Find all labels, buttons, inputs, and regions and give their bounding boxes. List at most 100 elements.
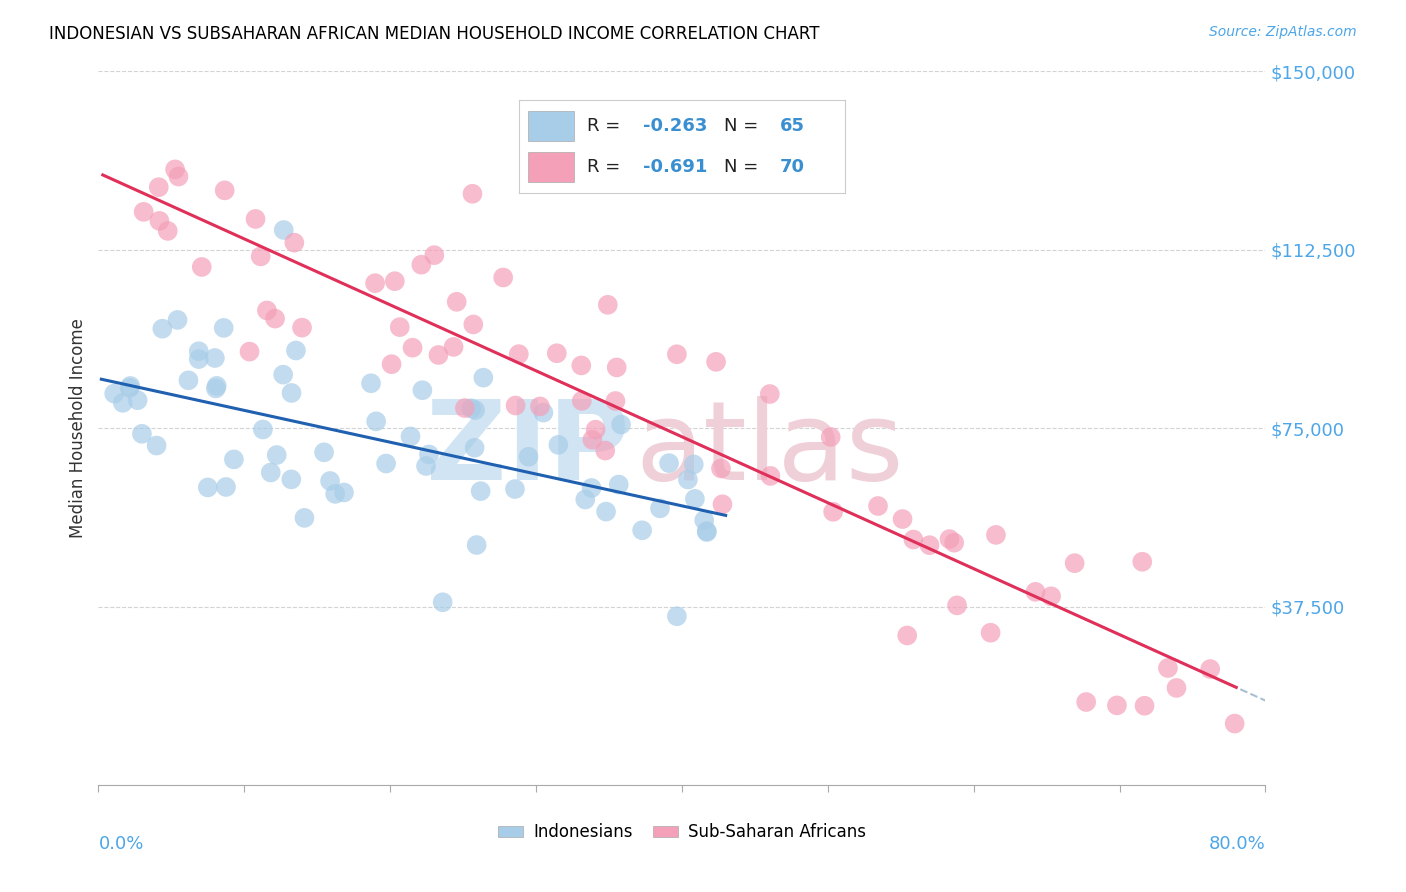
Point <box>1063 556 1085 570</box>
Y-axis label: Median Household Income: Median Household Income <box>69 318 87 538</box>
Point <box>503 482 526 496</box>
Point <box>150 322 173 336</box>
Point <box>264 311 287 326</box>
Point <box>280 386 302 401</box>
Point <box>127 393 149 408</box>
Point <box>384 274 406 288</box>
Point <box>271 368 294 382</box>
Point <box>222 452 245 467</box>
Point <box>177 373 200 387</box>
Point <box>508 347 530 361</box>
Point <box>1040 589 1063 603</box>
Point <box>472 370 495 384</box>
Point <box>204 351 226 365</box>
Point <box>866 499 889 513</box>
Point <box>1199 662 1222 676</box>
Point <box>446 294 468 309</box>
Point <box>312 445 335 459</box>
Point <box>492 270 515 285</box>
Point <box>980 625 1002 640</box>
Point <box>571 393 593 408</box>
Point <box>546 346 568 360</box>
Point <box>427 348 450 362</box>
Point <box>197 480 219 494</box>
Point <box>145 439 167 453</box>
Point <box>665 609 688 624</box>
Point <box>156 224 179 238</box>
Point <box>148 180 170 194</box>
Point <box>648 501 671 516</box>
Point <box>581 433 603 447</box>
Point <box>683 491 706 506</box>
Point <box>918 538 941 552</box>
Point <box>212 321 235 335</box>
Point <box>463 318 485 332</box>
Point <box>256 303 278 318</box>
Point <box>280 472 302 486</box>
Point <box>238 344 260 359</box>
Point <box>245 211 267 226</box>
Point <box>167 169 190 184</box>
Point <box>1105 698 1128 713</box>
Point <box>166 313 188 327</box>
Point <box>415 458 437 473</box>
Point <box>1024 585 1046 599</box>
Point <box>465 538 488 552</box>
Point <box>696 524 718 539</box>
Point <box>665 347 688 361</box>
Point <box>943 535 966 549</box>
Point <box>273 223 295 237</box>
Point <box>693 513 716 527</box>
Point <box>187 344 209 359</box>
Point <box>658 456 681 470</box>
Point <box>891 512 914 526</box>
Point <box>423 248 446 262</box>
Point <box>283 235 305 250</box>
Point <box>111 396 134 410</box>
Point <box>266 448 288 462</box>
Point <box>454 401 477 416</box>
Text: ZIP: ZIP <box>426 396 630 503</box>
Point <box>581 481 603 495</box>
Point <box>896 628 918 642</box>
Point <box>605 394 627 409</box>
Point <box>607 477 630 491</box>
Point <box>759 469 782 483</box>
Point <box>411 383 433 397</box>
Point <box>505 399 527 413</box>
Point <box>401 341 423 355</box>
Point <box>249 249 271 263</box>
Point <box>418 447 440 461</box>
Point <box>460 401 482 416</box>
Point <box>596 298 619 312</box>
Point <box>205 381 228 395</box>
Point <box>631 523 654 537</box>
Point <box>984 528 1007 542</box>
Point <box>464 403 486 417</box>
Point <box>711 497 734 511</box>
Point <box>132 204 155 219</box>
Point <box>593 443 616 458</box>
Point <box>517 450 540 464</box>
Point <box>696 524 718 538</box>
Point <box>364 276 387 290</box>
Point <box>946 599 969 613</box>
Point <box>333 485 356 500</box>
Point <box>464 441 486 455</box>
Point <box>1157 661 1180 675</box>
Point <box>1076 695 1098 709</box>
Point <box>938 532 960 546</box>
Point <box>187 352 209 367</box>
Point <box>610 417 633 432</box>
Point <box>1133 698 1156 713</box>
Point <box>319 474 342 488</box>
Point <box>165 162 187 177</box>
Point <box>710 461 733 475</box>
Point <box>1130 555 1153 569</box>
Point <box>903 533 925 547</box>
Point <box>432 595 454 609</box>
Point <box>214 183 236 197</box>
Legend: Indonesians, Sub-Saharan Africans: Indonesians, Sub-Saharan Africans <box>492 817 872 848</box>
Point <box>820 430 842 444</box>
Point <box>388 320 411 334</box>
